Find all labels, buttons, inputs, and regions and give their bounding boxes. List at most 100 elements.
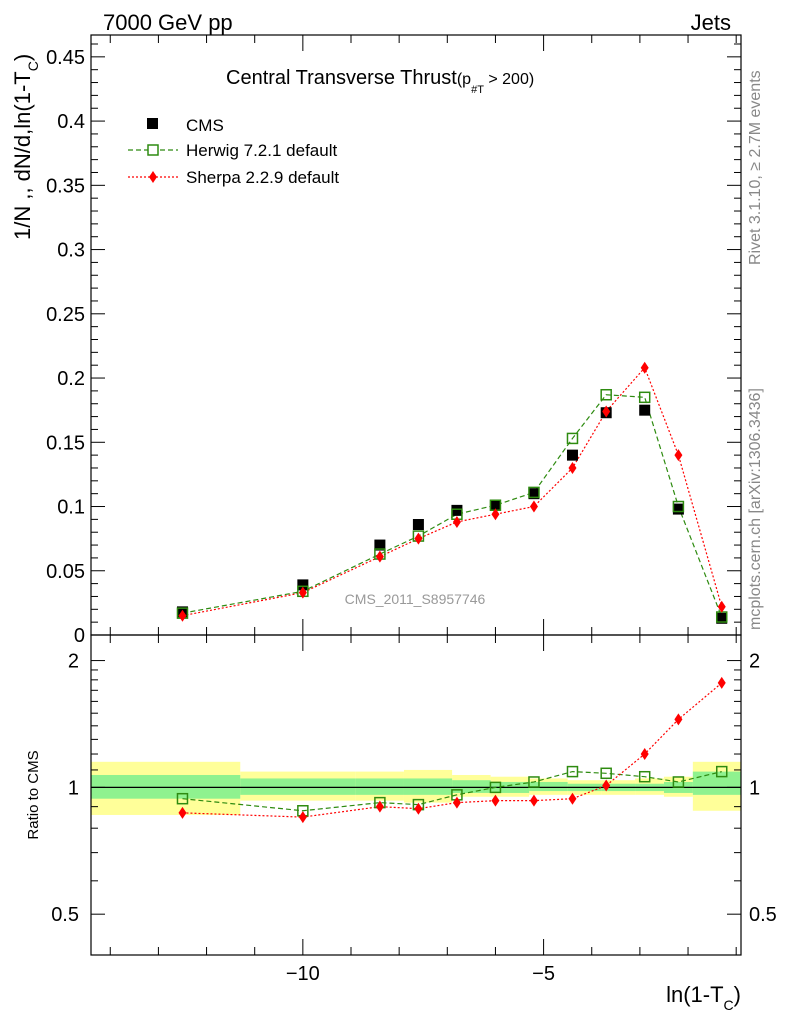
y-tick-label: 0.05 (46, 561, 85, 583)
main-ticks: 0 0.05 0.1 0.15 0.2 0.25 0.3 0.35 0.4 0.45 (46, 35, 741, 647)
sherpa-point (375, 550, 384, 563)
sherpa-point (414, 532, 423, 545)
sherpa-point (568, 461, 577, 474)
ratio-sherpa-point (717, 676, 726, 689)
x-axis-label-main: ln(1-T (666, 982, 723, 1007)
cms-point (639, 404, 651, 416)
sherpa-point (452, 515, 461, 528)
ratio-series (176, 676, 728, 824)
ratio-line-1 (182, 682, 723, 818)
sherpa-point (640, 361, 649, 374)
cms-point (528, 488, 540, 500)
ratio-sherpa-point (375, 800, 384, 813)
ratio-panel: 0.5 0.5 1 1 2 2 −10 −5 Ratio to CMS ln(1-TC) (25, 634, 777, 1013)
y-axis-label: 1/N ,, dN/d,ln(1-TC) (10, 54, 41, 240)
cms-point (412, 519, 424, 531)
ratio-sherpa-point (674, 713, 683, 726)
ratio-sherpa-point (602, 779, 611, 792)
watermark: CMS_2011_S8957746 (345, 591, 486, 607)
ratio-herwig-point (715, 765, 728, 778)
herwig-point (566, 432, 579, 445)
main-series (176, 361, 728, 624)
ratio-sherpa-point (298, 811, 307, 824)
legend: CMS Herwig 7.2.1 default Sherpa 2.2.9 de… (128, 116, 339, 187)
legend-marker-cms (147, 118, 158, 129)
band-inner (355, 778, 404, 795)
herwig-point (672, 500, 685, 513)
legend-label-cms: CMS (186, 116, 224, 135)
ratio-sherpa-point (491, 794, 500, 807)
chart-title-tail: > 200) (484, 71, 534, 88)
ratio-sherpa-point (640, 748, 649, 761)
chart-title-sub: (p (457, 71, 471, 88)
cms-point (566, 449, 578, 461)
sherpa-point (298, 586, 307, 599)
cms-point (716, 612, 728, 624)
chart-title: Central Transverse Thrust(p#T > 200) (226, 67, 534, 96)
ratio-sherpa-point (452, 796, 461, 809)
y-axis-label-tail: ) (10, 54, 35, 61)
y-tick-label: 0.1 (57, 497, 85, 519)
ratio-herwig-point (489, 781, 502, 794)
y-axis-label-main: 1/N ,, dN/d,ln(1-T (10, 71, 35, 240)
series-line-2 (182, 366, 723, 617)
chart-title-main: Central Transverse Thrust (226, 67, 457, 89)
legend-item-sherpa: Sherpa 2.2.9 default (128, 168, 339, 187)
y-tick-label: 0.4 (57, 111, 85, 133)
cms-point (672, 503, 684, 515)
header-left: 7000 GeV pp (103, 10, 233, 35)
sherpa-point (602, 405, 611, 418)
ratio-herwig-point (528, 776, 540, 788)
chart-title-subsub: #T (471, 84, 484, 96)
cms-point (451, 504, 463, 516)
ratio-y-tick-label-right: 0.5 (749, 904, 777, 926)
y-tick-label: 0.3 (57, 240, 85, 262)
ratio-herwig-point (638, 770, 651, 783)
y-tick-label: 0.15 (46, 432, 85, 454)
y-tick-label: 0.2 (57, 368, 85, 390)
ratio-y-tick-label: 0.5 (51, 904, 79, 926)
series-line-1 (182, 394, 723, 618)
ratio-ticks: 0.5 0.5 1 1 2 2 −10 −5 (51, 635, 777, 985)
band-inner (452, 780, 491, 793)
legend-label-herwig: Herwig 7.2.1 default (186, 141, 337, 160)
ratio-sherpa-point (414, 802, 423, 815)
band-inner (240, 778, 356, 795)
y-tick-label: 0.35 (46, 175, 85, 197)
ratio-herwig-point (176, 792, 189, 805)
y-axis-label-sub: C (25, 61, 41, 71)
sherpa-point (491, 508, 500, 521)
legend-marker-sherpa (149, 171, 157, 183)
x-axis-label-sub: C (724, 997, 734, 1013)
herwig-point (528, 486, 540, 499)
main-panel: 0 0.05 0.1 0.15 0.2 0.25 0.3 0.35 0.4 0.45 Centra… (10, 34, 742, 647)
ratio-y-tick-label-right: 2 (749, 651, 760, 673)
sherpa-point (674, 449, 683, 462)
x-axis-label: ln(1-TC) (666, 982, 741, 1013)
ratio-herwig-point (566, 765, 579, 778)
herwig-point (600, 388, 612, 401)
ratio-y-label: Ratio to CMS (25, 750, 42, 839)
legend-label-sherpa: Sherpa 2.2.9 default (186, 168, 339, 187)
ratio-y-tick-label-right: 1 (749, 777, 760, 799)
cms-point (489, 499, 501, 511)
y-tick-label: 0.45 (46, 47, 85, 69)
mcplots-label: mcplots.cern.ch [arXiv:1306.3436] (747, 388, 764, 630)
ratio-frame (90, 634, 742, 956)
ratio-sherpa-point (178, 806, 187, 819)
legend-marker-herwig (147, 144, 159, 156)
sherpa-point (529, 500, 538, 513)
ratio-herwig-point (600, 767, 612, 780)
ratio-y-tick-label: 1 (68, 777, 79, 799)
ratio-sherpa-point (568, 792, 577, 805)
sherpa-point (717, 600, 726, 613)
sherpa-point (178, 609, 187, 622)
ratio-sherpa-point (529, 794, 538, 807)
band-inner (692, 771, 741, 795)
x-tick-label: −5 (532, 963, 555, 985)
rivet-label: Rivet 3.1.10, ≥ 2.7M events (747, 70, 764, 265)
band-inner (529, 781, 568, 792)
y-tick-label: 0 (74, 625, 85, 647)
ratio-y-tick-label: 2 (68, 651, 79, 673)
